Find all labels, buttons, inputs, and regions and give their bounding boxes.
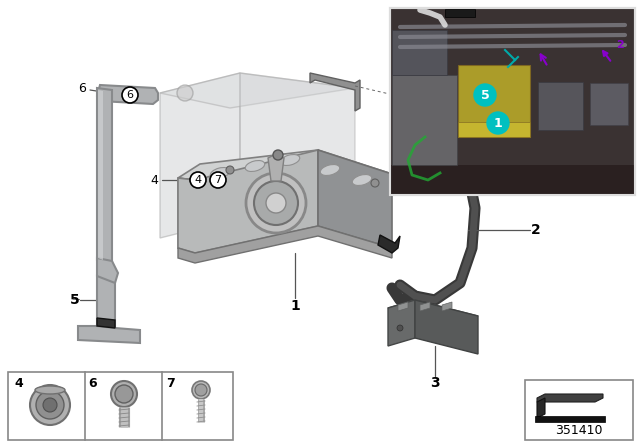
Polygon shape [178, 226, 392, 263]
Text: 2: 2 [616, 40, 624, 50]
Circle shape [125, 90, 135, 100]
Ellipse shape [35, 386, 65, 394]
Polygon shape [240, 73, 355, 228]
Circle shape [195, 384, 207, 396]
Text: 6: 6 [88, 377, 97, 390]
Polygon shape [78, 326, 140, 343]
Circle shape [192, 381, 210, 399]
Polygon shape [97, 85, 158, 104]
Circle shape [397, 325, 403, 331]
Circle shape [273, 150, 283, 160]
Text: 1: 1 [290, 299, 300, 313]
Polygon shape [310, 73, 360, 111]
Polygon shape [318, 150, 392, 248]
Polygon shape [442, 302, 452, 311]
Polygon shape [178, 150, 392, 183]
Text: 5: 5 [70, 293, 80, 307]
Text: 6: 6 [127, 90, 134, 100]
Polygon shape [97, 318, 115, 328]
Bar [445, 9, 475, 17]
Bar [390, 8, 635, 195]
Circle shape [30, 385, 70, 425]
Bar [535, 416, 605, 422]
Polygon shape [420, 302, 430, 311]
Text: 7: 7 [166, 377, 175, 390]
Polygon shape [388, 300, 415, 346]
Bar [590, 83, 628, 125]
Bar [538, 82, 583, 130]
Circle shape [254, 181, 298, 225]
Text: 4: 4 [150, 173, 158, 186]
Bar [458, 122, 530, 137]
Circle shape [36, 391, 64, 419]
Circle shape [43, 398, 57, 412]
Polygon shape [378, 235, 400, 253]
Ellipse shape [211, 168, 230, 178]
Polygon shape [415, 300, 478, 354]
Text: 2: 2 [531, 223, 541, 237]
Polygon shape [178, 178, 195, 250]
Text: 351410: 351410 [556, 423, 603, 436]
Ellipse shape [280, 155, 300, 165]
Circle shape [193, 174, 201, 182]
Bar [392, 75, 457, 165]
Text: 4: 4 [14, 377, 23, 390]
Polygon shape [160, 73, 355, 108]
Polygon shape [388, 300, 478, 324]
Bar [392, 30, 447, 75]
Polygon shape [97, 258, 118, 286]
Bar [525, 380, 633, 440]
Circle shape [246, 173, 306, 233]
Polygon shape [97, 88, 112, 263]
Text: 1: 1 [493, 116, 502, 129]
Polygon shape [178, 150, 318, 253]
Text: —: — [72, 296, 80, 305]
Circle shape [190, 172, 206, 188]
Circle shape [266, 193, 286, 213]
Polygon shape [537, 398, 545, 418]
Circle shape [371, 179, 379, 187]
Polygon shape [98, 90, 103, 260]
Bar [8, 372, 233, 440]
Circle shape [210, 172, 226, 188]
Bar [390, 165, 635, 195]
Circle shape [115, 385, 133, 403]
Ellipse shape [352, 175, 372, 185]
Polygon shape [398, 302, 408, 311]
Polygon shape [268, 155, 284, 181]
Text: 7: 7 [214, 175, 221, 185]
Bar [458, 65, 530, 137]
Circle shape [122, 87, 138, 103]
Ellipse shape [320, 164, 340, 176]
Circle shape [177, 85, 193, 101]
Ellipse shape [245, 160, 265, 172]
Text: 6: 6 [78, 82, 86, 95]
Text: 4: 4 [195, 175, 202, 185]
Polygon shape [537, 394, 603, 402]
Circle shape [226, 166, 234, 174]
Circle shape [487, 112, 509, 134]
Bar [390, 8, 635, 195]
Polygon shape [97, 276, 115, 328]
Text: 3: 3 [430, 376, 440, 390]
Circle shape [111, 381, 137, 407]
Polygon shape [160, 73, 240, 238]
Text: 5: 5 [481, 89, 490, 102]
Circle shape [474, 84, 496, 106]
